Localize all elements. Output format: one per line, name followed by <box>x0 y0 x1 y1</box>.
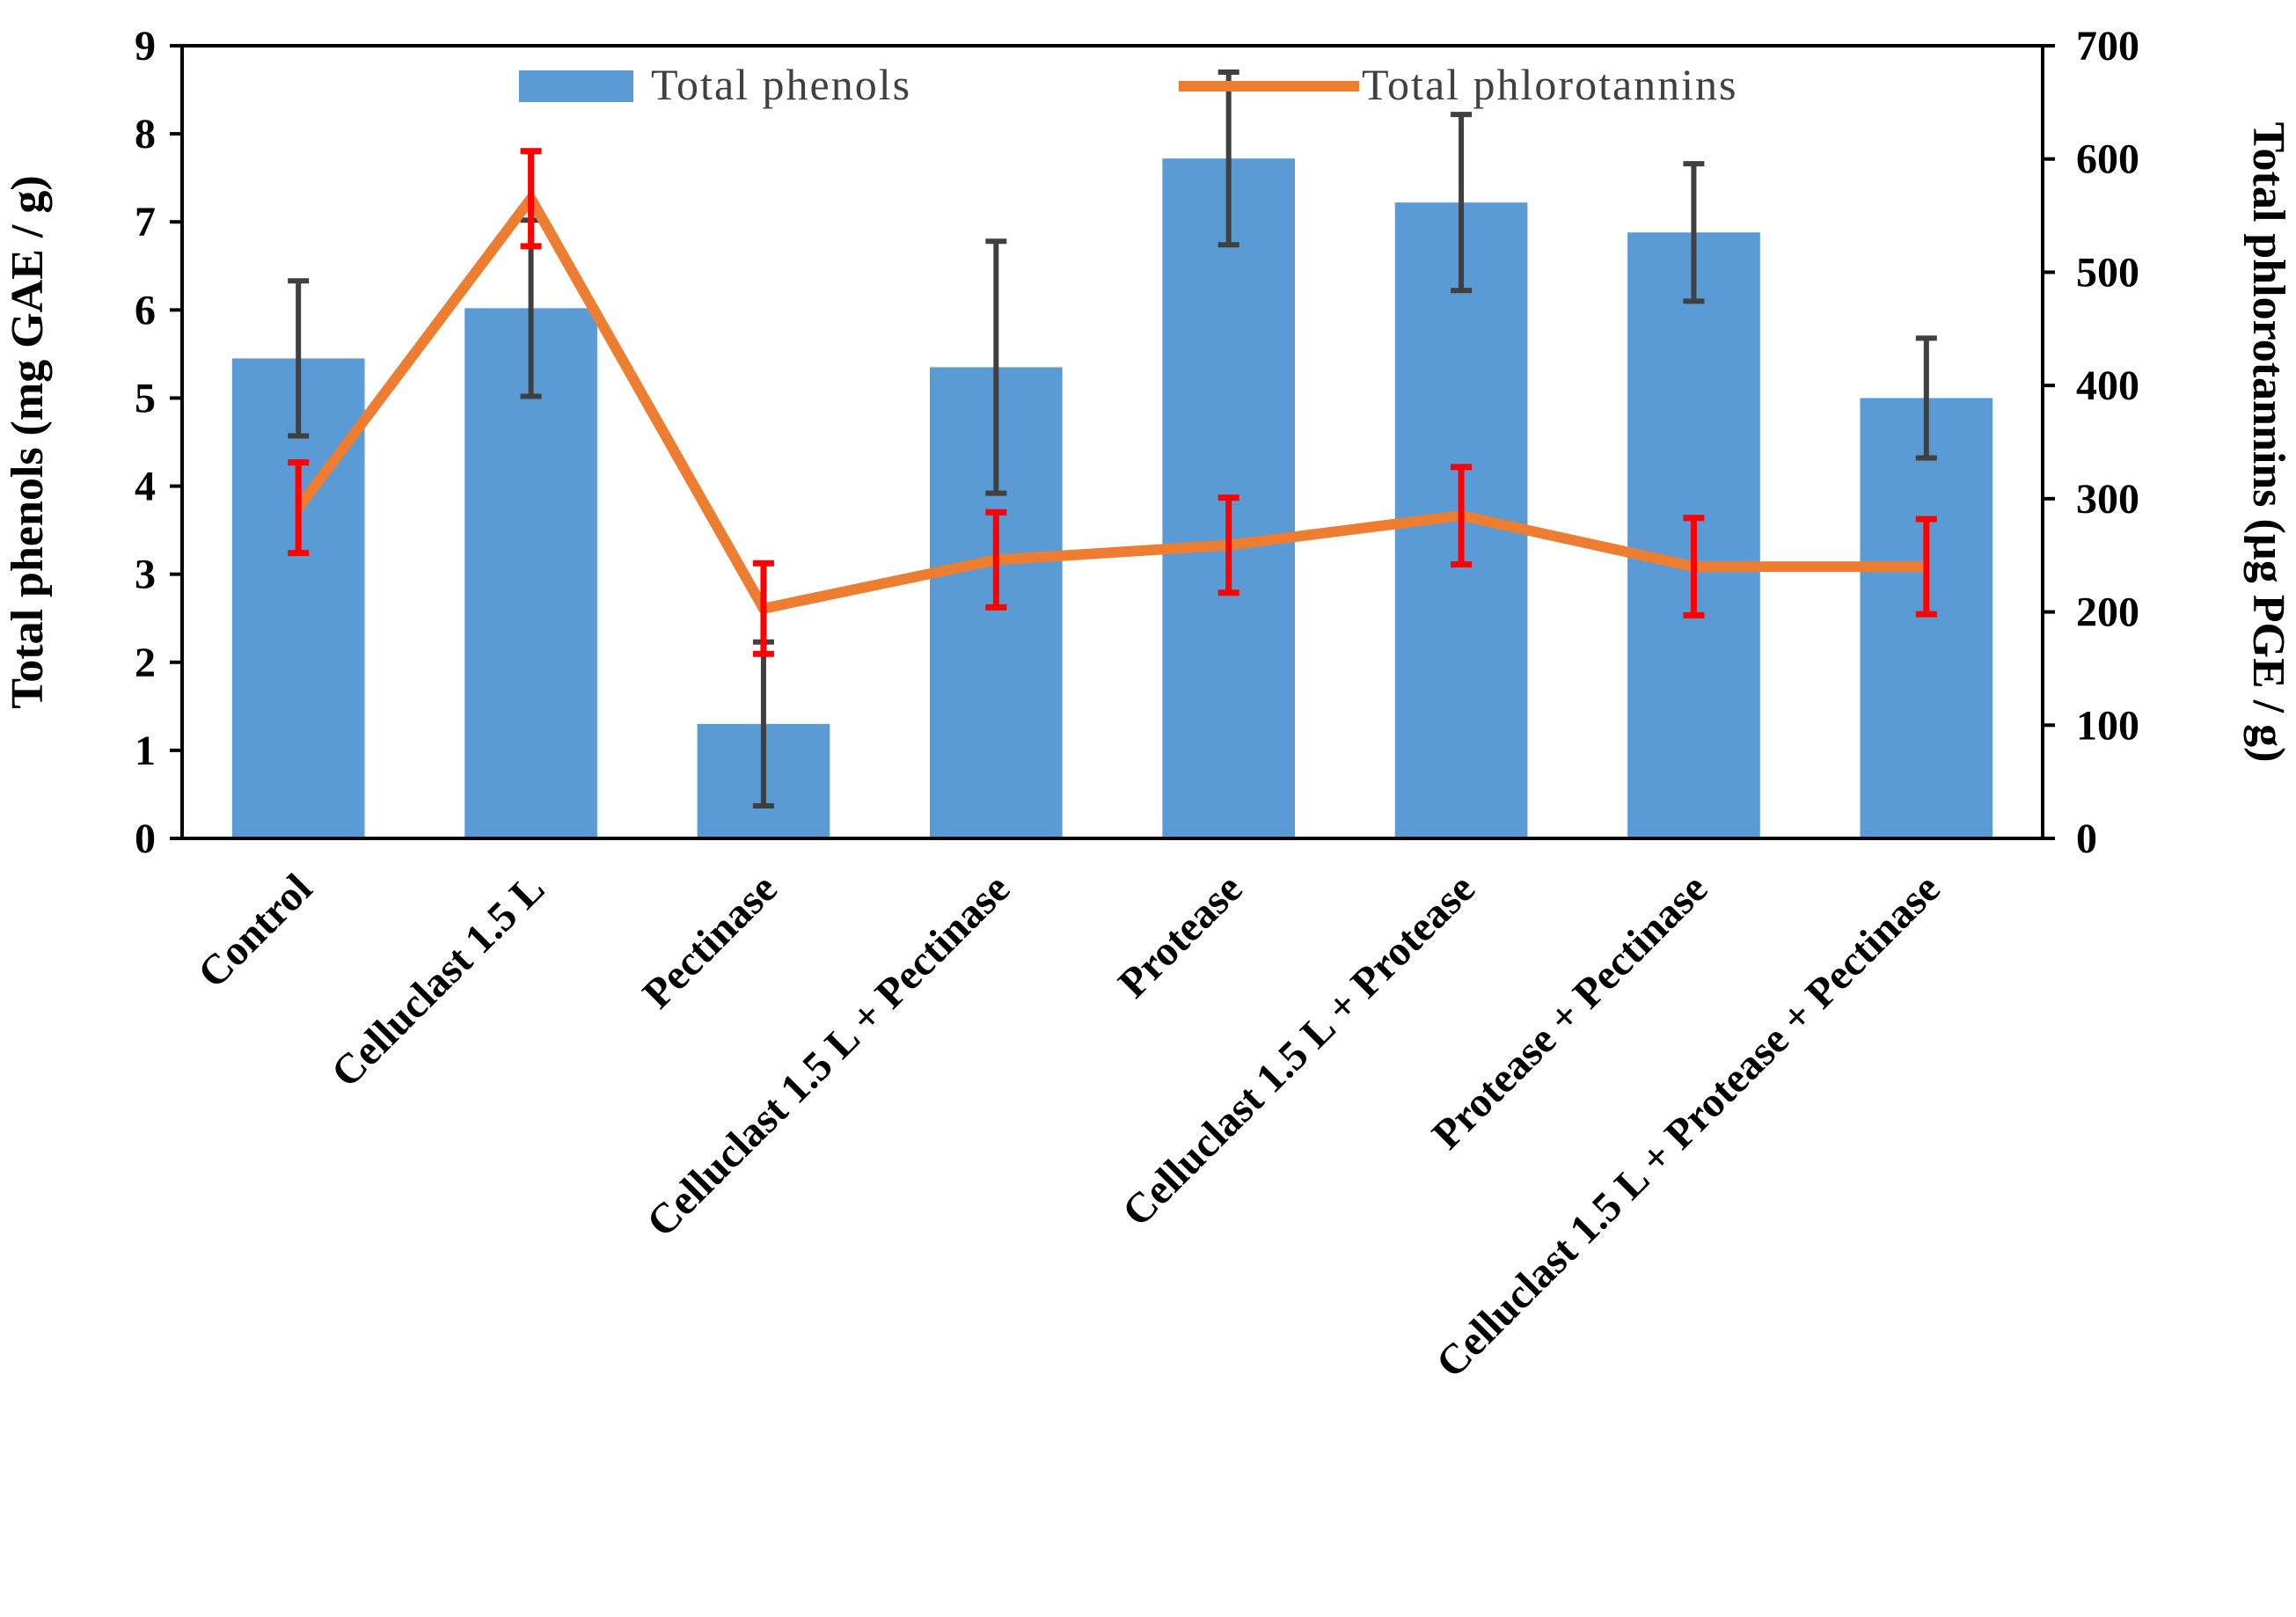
error-bar-total-phlorotannins <box>288 459 310 557</box>
right-axis-ticks: 0 100 200 300 400 500 600 700 <box>2043 23 2139 862</box>
right-tick-label: 500 <box>2076 249 2139 296</box>
right-tick-label: 300 <box>2076 476 2139 523</box>
left-tick-label: 2 <box>135 640 156 686</box>
category-label: Celluclast 1.5 L <box>323 865 554 1096</box>
right-tick-label: 600 <box>2076 136 2139 183</box>
error-bar-total-phenols <box>1683 161 1705 304</box>
line-total-phlorotannins <box>294 193 1927 614</box>
error-bar-total-phlorotannins <box>1683 515 1705 618</box>
right-tick-label: 200 <box>2076 589 2139 636</box>
category-label: Control <box>189 865 321 997</box>
right-axis-title: Total phlorotannins (µg PGE / g) <box>2243 122 2293 763</box>
error-bar-total-phlorotannins <box>1451 464 1473 568</box>
error-bar-total-phenols <box>1915 335 1937 461</box>
category-labels: Control Celluclast 1.5 L Pectinase Cellucla… <box>189 865 1949 1387</box>
left-tick-label: 3 <box>135 552 156 598</box>
bars-layer <box>231 158 1993 839</box>
error-bar-total-phenols <box>288 278 310 439</box>
category-label: Pectinase <box>634 865 786 1017</box>
right-tick-label: 400 <box>2076 362 2139 409</box>
left-tick-label: 8 <box>135 111 156 157</box>
category-label: Celluclast 1.5 L + Protease + Pectinase <box>1428 865 1949 1387</box>
line-layer <box>294 193 1927 614</box>
bar-error-bars <box>288 70 1937 808</box>
category-label: Protease <box>1109 865 1251 1006</box>
error-bar-total-phlorotannins <box>1217 494 1239 596</box>
error-bar-total-phlorotannins <box>520 148 542 250</box>
left-tick-label: 5 <box>135 375 156 421</box>
legend-swatch-total-phenols <box>519 70 633 102</box>
legend: Total phenols Total phlorotannins <box>519 60 1738 109</box>
legend-label-total-phlorotannins: Total phlorotannins <box>1362 60 1738 109</box>
line-error-bars <box>288 148 1937 657</box>
legend-label-total-phenols: Total phenols <box>651 60 911 109</box>
left-tick-label: 7 <box>135 199 156 245</box>
left-tick-label: 6 <box>135 287 156 333</box>
error-bar-total-phenols <box>1451 112 1473 294</box>
right-tick-label: 0 <box>2076 816 2097 862</box>
error-bar-total-phlorotannins <box>1915 516 1937 618</box>
plot-area-frame <box>180 44 2044 840</box>
right-tick-label: 700 <box>2076 23 2139 70</box>
right-tick-label: 100 <box>2076 702 2139 749</box>
error-bar-total-phlorotannins <box>752 560 774 657</box>
error-bar-total-phenols <box>1217 70 1239 248</box>
left-axis-ticks: 0 1 2 3 4 5 6 7 8 9 <box>135 23 182 862</box>
left-tick-label: 1 <box>135 728 156 774</box>
error-bar-total-phenols <box>985 238 1007 496</box>
left-tick-label: 0 <box>135 816 156 862</box>
left-tick-label: 9 <box>135 23 156 70</box>
left-axis-title: Total phenols (mg GAE / g) <box>3 175 53 708</box>
left-tick-label: 4 <box>135 464 156 510</box>
bar-total-phenols <box>1860 398 1993 838</box>
error-bar-total-phlorotannins <box>985 509 1007 611</box>
